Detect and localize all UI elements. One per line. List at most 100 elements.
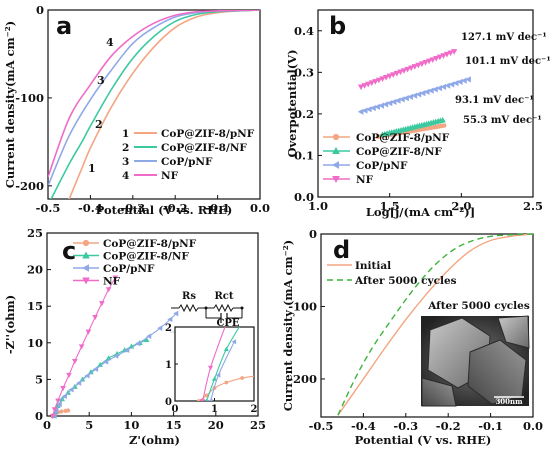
legend-marker <box>332 133 340 141</box>
panel-d: -0.5 -0.4 -0.3 -0.2 -0.1 0.0 0 -100 -200 Potentia… <box>281 227 543 447</box>
slope-label: 55.3 mV dec⁻¹ <box>463 115 542 126</box>
y-tick-label: 25 <box>27 226 43 240</box>
x-axis-label: Z'(ohm) <box>129 433 180 447</box>
crystal <box>497 315 530 349</box>
data-point <box>429 57 436 63</box>
data-point <box>53 408 59 414</box>
x-tick-label: 0.0 <box>523 419 543 433</box>
scale-bar-label: 300nm <box>495 397 523 406</box>
data-point <box>143 336 150 343</box>
data-point <box>411 92 418 99</box>
data-point <box>440 53 447 59</box>
legend-label: CoP/pNF <box>103 263 155 275</box>
legend-number: 4 <box>122 170 129 182</box>
y-tick-label: 0 <box>36 3 44 17</box>
data-point <box>378 102 385 109</box>
data-point <box>386 73 393 80</box>
y-tick-label: 0 <box>35 409 43 423</box>
data-point <box>382 74 390 81</box>
y-tick-label: 20 <box>27 263 43 277</box>
y-tick-label: 0 <box>309 227 317 241</box>
inset-data <box>196 327 275 401</box>
y-tick-label: 15 <box>27 299 43 313</box>
data-point <box>440 83 447 90</box>
inset-x-tick-label: 0 <box>172 404 179 415</box>
x-tick-label: -0.2 <box>163 201 188 215</box>
legend-label: CoP/pNF <box>161 156 213 168</box>
panel-label-d: d <box>333 236 350 264</box>
inset-data-point <box>211 376 218 381</box>
data-point <box>403 94 409 102</box>
x-tick-label: -0.4 <box>78 201 103 215</box>
data-point <box>457 78 463 86</box>
legend-number: 1 <box>122 128 129 140</box>
legend-marker <box>332 146 340 155</box>
x-tick-label: -0.5 <box>309 419 334 433</box>
data-point <box>451 49 458 55</box>
legend-label: CoP/pNF <box>356 160 408 172</box>
y-tick-label: 5 <box>35 372 43 386</box>
y-axis-label: Current density(mA cm⁻²) <box>3 21 17 188</box>
panel-label-c: c <box>62 237 76 265</box>
legend-number: 3 <box>122 156 129 168</box>
data-point <box>84 372 90 379</box>
data-point <box>357 108 364 115</box>
y-tick-label: -100 <box>288 299 317 313</box>
data-point <box>404 66 411 73</box>
x-tick-label: 1.0 <box>308 199 328 213</box>
y-axis-label: -Z''(ohm) <box>3 295 17 354</box>
data-point <box>415 62 422 69</box>
x-axis-label: Potential (V vs. RHE) <box>96 203 233 217</box>
x-tick-label: -0.3 <box>393 419 418 433</box>
x-axis-label: Log[j/(mA cm⁻²)] <box>366 205 475 219</box>
data-point <box>99 301 105 307</box>
data-point <box>124 347 130 353</box>
legend-label: CoP@ZIF-8/pNF <box>103 238 197 250</box>
data-point <box>465 76 471 83</box>
x-tick-label: 0.0 <box>250 201 270 215</box>
data-point <box>65 408 71 413</box>
inset-data-point <box>272 372 275 375</box>
data-point <box>447 50 454 57</box>
y-tick-label: -200 <box>288 372 317 386</box>
x-tick-label: 1.5 <box>380 199 400 213</box>
y-tick-label: 10 <box>27 336 43 350</box>
data-point <box>436 85 442 92</box>
data-point <box>461 77 467 84</box>
inset-y-tick-label: 1 <box>165 360 172 371</box>
curve-number-1: 1 <box>88 162 96 175</box>
data-point <box>393 70 400 77</box>
inset-data-point <box>196 399 201 401</box>
legend-label: NF <box>356 174 374 186</box>
inset-y-tick-label: 2 <box>165 323 172 334</box>
legend-marker <box>82 277 90 285</box>
curve-4 <box>48 10 260 178</box>
y-tick-label: 0.1 <box>294 148 314 162</box>
data-point <box>448 81 455 88</box>
data-point <box>66 372 72 378</box>
panel-b-axes <box>317 9 534 198</box>
series-line <box>52 277 116 417</box>
data-point <box>167 316 173 323</box>
legend-marker <box>332 175 340 184</box>
legend-label: NF <box>161 170 179 182</box>
sem-image: 300nm <box>421 315 530 407</box>
plots-layer: -0.5 -0.4 -0.3 -0.2 -0.1 0.0 0 -100 -200 Potentia… <box>3 3 550 447</box>
inset-title: After 5000 cycles <box>427 300 530 312</box>
data-point <box>59 409 64 414</box>
curve-initial <box>337 233 534 416</box>
data-point <box>92 315 98 321</box>
x-tick-label: 2.5 <box>523 199 543 213</box>
legend-label: NF <box>103 276 121 288</box>
x-tick-label: -0.1 <box>205 201 230 215</box>
curve-2 <box>50 10 260 199</box>
data-point <box>441 123 447 128</box>
x-tick-label: 2.0 <box>451 199 471 213</box>
x-tick-label: -0.3 <box>120 201 145 215</box>
data-point <box>112 275 119 281</box>
legend-label: CoP@ZIF-8/pNF <box>161 128 255 140</box>
data-point <box>411 64 418 70</box>
inset-data-point <box>208 365 214 371</box>
